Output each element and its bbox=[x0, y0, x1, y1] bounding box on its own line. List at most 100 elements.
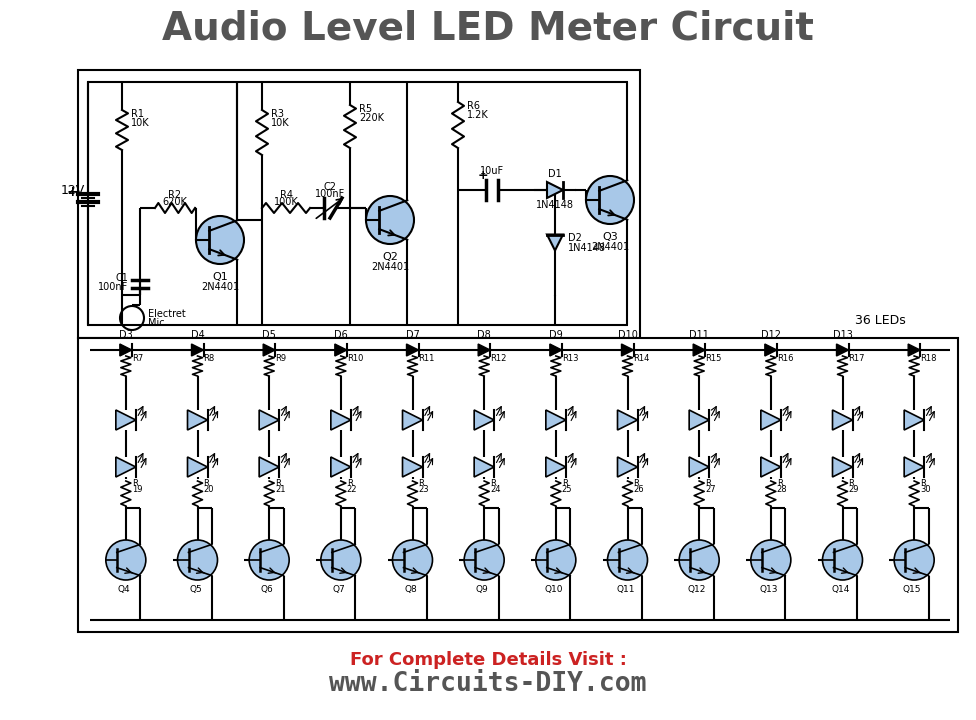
Text: Electret: Electret bbox=[148, 309, 185, 319]
Circle shape bbox=[751, 540, 791, 580]
Text: D10: D10 bbox=[618, 330, 637, 340]
Circle shape bbox=[823, 540, 863, 580]
Polygon shape bbox=[331, 457, 350, 477]
Text: R5: R5 bbox=[359, 104, 372, 114]
Text: D4: D4 bbox=[190, 330, 204, 340]
Text: D13: D13 bbox=[833, 330, 852, 340]
Text: Mic: Mic bbox=[148, 318, 165, 328]
Text: www.Circuits-DIY.com: www.Circuits-DIY.com bbox=[329, 671, 647, 697]
Text: R: R bbox=[848, 479, 854, 487]
Text: 30: 30 bbox=[920, 485, 931, 495]
Text: D2: D2 bbox=[568, 233, 582, 243]
Text: 29: 29 bbox=[848, 485, 859, 495]
Text: Q3: Q3 bbox=[602, 232, 618, 242]
Text: R4: R4 bbox=[279, 190, 293, 200]
Text: 220K: 220K bbox=[359, 113, 384, 123]
Polygon shape bbox=[478, 344, 490, 356]
Text: Audio Level LED Meter Circuit: Audio Level LED Meter Circuit bbox=[162, 9, 814, 47]
Polygon shape bbox=[191, 344, 204, 356]
Polygon shape bbox=[908, 344, 920, 356]
Text: Q14: Q14 bbox=[832, 585, 850, 594]
FancyBboxPatch shape bbox=[78, 70, 640, 338]
Polygon shape bbox=[618, 410, 637, 430]
Text: R: R bbox=[920, 479, 926, 487]
Text: R: R bbox=[204, 479, 210, 487]
Polygon shape bbox=[693, 344, 706, 356]
Text: R: R bbox=[706, 479, 712, 487]
Text: 12V: 12V bbox=[61, 184, 85, 197]
Circle shape bbox=[366, 196, 414, 244]
FancyBboxPatch shape bbox=[78, 338, 958, 632]
Circle shape bbox=[321, 540, 361, 580]
Text: 1N4148: 1N4148 bbox=[568, 243, 606, 253]
Polygon shape bbox=[402, 457, 423, 477]
Text: 1N4148: 1N4148 bbox=[536, 200, 574, 210]
Text: C1: C1 bbox=[115, 273, 128, 283]
Text: 28: 28 bbox=[777, 485, 788, 495]
Polygon shape bbox=[836, 344, 848, 356]
Circle shape bbox=[178, 540, 218, 580]
Text: R17: R17 bbox=[848, 354, 865, 362]
Text: R7: R7 bbox=[132, 354, 143, 362]
Text: Q10: Q10 bbox=[545, 585, 563, 594]
Circle shape bbox=[607, 540, 647, 580]
Polygon shape bbox=[116, 457, 136, 477]
Circle shape bbox=[679, 540, 719, 580]
Text: D3: D3 bbox=[119, 330, 133, 340]
Text: R: R bbox=[419, 479, 425, 487]
Polygon shape bbox=[474, 410, 494, 430]
Text: R9: R9 bbox=[275, 354, 286, 362]
Text: R3: R3 bbox=[271, 109, 284, 119]
Text: D5: D5 bbox=[263, 330, 276, 340]
Circle shape bbox=[465, 540, 505, 580]
Text: D11: D11 bbox=[689, 330, 710, 340]
Text: R15: R15 bbox=[706, 354, 721, 362]
Polygon shape bbox=[187, 457, 208, 477]
Circle shape bbox=[105, 540, 145, 580]
Polygon shape bbox=[904, 457, 924, 477]
Text: Q1: Q1 bbox=[212, 272, 227, 282]
Polygon shape bbox=[260, 457, 279, 477]
Text: D6: D6 bbox=[334, 330, 347, 340]
Text: R16: R16 bbox=[777, 354, 793, 362]
Text: 2N4401: 2N4401 bbox=[590, 242, 630, 252]
Text: D12: D12 bbox=[761, 330, 781, 340]
Text: Q6: Q6 bbox=[261, 585, 273, 594]
Text: 2N4401: 2N4401 bbox=[201, 282, 239, 292]
Text: R1: R1 bbox=[131, 109, 144, 119]
Polygon shape bbox=[546, 410, 566, 430]
Text: +: + bbox=[477, 169, 488, 182]
Text: R: R bbox=[633, 479, 639, 487]
Text: R6: R6 bbox=[467, 101, 480, 111]
Text: R14: R14 bbox=[633, 354, 650, 362]
Text: R: R bbox=[132, 479, 138, 487]
Polygon shape bbox=[335, 344, 346, 356]
Text: D8: D8 bbox=[477, 330, 491, 340]
Text: C2: C2 bbox=[323, 182, 337, 192]
Text: 19: 19 bbox=[132, 485, 142, 495]
Polygon shape bbox=[689, 410, 710, 430]
Text: Q15: Q15 bbox=[903, 585, 921, 594]
Polygon shape bbox=[549, 344, 562, 356]
Text: 620K: 620K bbox=[163, 197, 187, 207]
Text: Q9: Q9 bbox=[475, 585, 489, 594]
Text: R2: R2 bbox=[169, 190, 182, 200]
Text: Q7: Q7 bbox=[333, 585, 346, 594]
Text: 10K: 10K bbox=[271, 118, 290, 128]
Polygon shape bbox=[622, 344, 633, 356]
Text: Q2: Q2 bbox=[382, 252, 398, 262]
Text: Q5: Q5 bbox=[189, 585, 202, 594]
Text: 100nF: 100nF bbox=[315, 189, 346, 199]
Text: R13: R13 bbox=[562, 354, 579, 362]
Text: 2N4401: 2N4401 bbox=[371, 262, 409, 272]
Text: For Complete Details Visit :: For Complete Details Visit : bbox=[349, 651, 627, 669]
Text: R: R bbox=[346, 479, 352, 487]
Text: 22: 22 bbox=[346, 485, 357, 495]
Text: R11: R11 bbox=[419, 354, 435, 362]
Text: D9: D9 bbox=[549, 330, 563, 340]
Text: R: R bbox=[777, 479, 783, 487]
Polygon shape bbox=[547, 235, 563, 251]
Text: 24: 24 bbox=[490, 485, 501, 495]
Text: 100nF: 100nF bbox=[98, 282, 128, 292]
Text: R10: R10 bbox=[346, 354, 363, 362]
